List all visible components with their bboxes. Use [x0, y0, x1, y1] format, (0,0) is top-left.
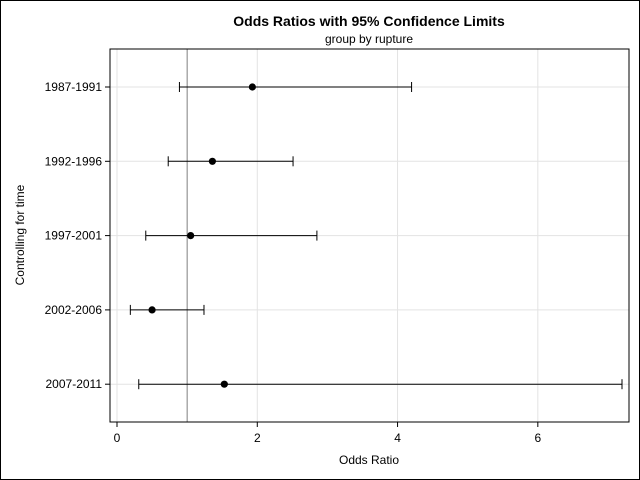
y-tick-label: 2007-2011 — [46, 377, 103, 391]
chart-title: Odds Ratios with 95% Confidence Limits — [233, 13, 505, 29]
x-tick-label: 4 — [394, 431, 401, 445]
plot-area: 0 2 4 6 1987-1991 1992-1996 1997-2001 2002-2006… — [45, 48, 630, 445]
x-tick-label: 0 — [114, 431, 121, 445]
estimate-point — [220, 380, 228, 388]
x-tick-label: 6 — [534, 431, 541, 445]
y-tick-label: 2002-2006 — [45, 303, 103, 317]
x-axis-label: Odds Ratio — [339, 453, 399, 467]
estimate-point — [248, 83, 256, 91]
chart-subtitle: group by rupture — [325, 32, 413, 46]
y-tick-label: 1997-2001 — [45, 229, 103, 243]
estimate-point — [187, 232, 195, 240]
estimate-point — [148, 306, 156, 314]
y-tick-label: 1987-1991 — [45, 80, 103, 94]
estimate-point — [208, 157, 216, 165]
x-tick-label: 2 — [254, 431, 261, 445]
y-axis-label: Controlling for time — [13, 184, 27, 285]
y-tick-label: 1992-1996 — [45, 154, 103, 168]
